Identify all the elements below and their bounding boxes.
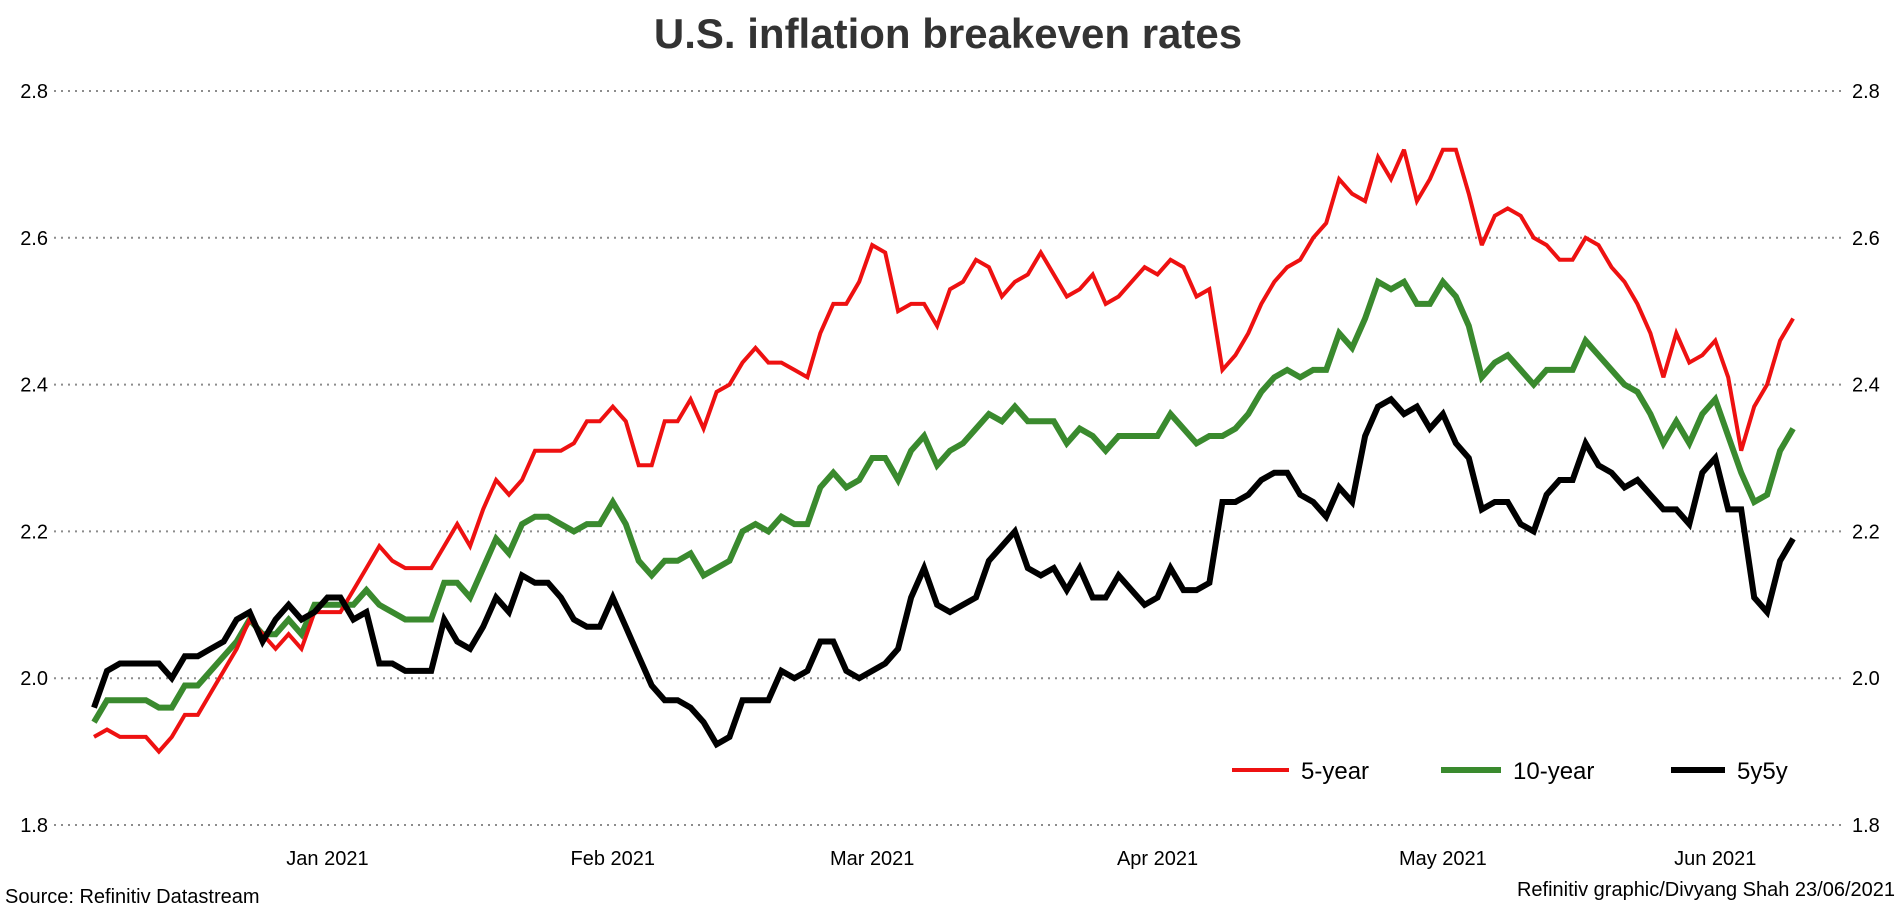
credit-note: Refinitiv graphic/Divyang Shah 23/06/202… [1517, 879, 1895, 901]
y-tick-label-right: 2.8 [1852, 81, 1880, 103]
legend-item-5-year: 5-year [1232, 758, 1369, 785]
legend: 5-year 10-year 5y5y [1232, 758, 1788, 785]
y-tick-label: 2.0 [20, 668, 48, 690]
series-line-10-year [91, 276, 1796, 724]
y-tick-label-right: 1.8 [1852, 815, 1880, 837]
x-tick-label: May 2021 [1399, 848, 1487, 870]
x-tick-label: Feb 2021 [571, 848, 656, 870]
x-tick-label: Jan 2021 [286, 848, 368, 870]
y-tick-label: 2.4 [20, 375, 48, 397]
legend-label: 10-year [1513, 758, 1594, 785]
y-tick-label-right: 2.0 [1852, 668, 1880, 690]
legend-item-10-year: 10-year [1441, 758, 1594, 785]
series-5-year [93, 147, 1795, 755]
y-tick-label: 2.2 [20, 521, 48, 543]
y-tick-label-right: 2.2 [1852, 521, 1880, 543]
chart-title: U.S. inflation breakeven rates [654, 10, 1242, 57]
source-note: Source: Refinitiv Datastream [5, 886, 260, 907]
legend-item-5y5y: 5y5y [1671, 758, 1788, 785]
y-tick-label-right: 2.4 [1852, 375, 1880, 397]
legend-label: 5-year [1301, 758, 1369, 785]
series-line-5y5y [91, 395, 1796, 749]
y-tick-label: 2.8 [20, 81, 48, 103]
series-lines [91, 147, 1796, 755]
y-tick-label: 1.8 [20, 815, 48, 837]
x-tick-label: Jun 2021 [1674, 848, 1756, 870]
x-axis: Jan 2021 Feb 2021 Mar 2021 Apr 2021 May 2021… [286, 848, 1756, 870]
gridlines [54, 90, 1846, 826]
series-line-5-year [93, 147, 1795, 755]
x-tick-label: Apr 2021 [1117, 848, 1198, 870]
y-tick-label-right: 2.6 [1852, 228, 1880, 250]
x-tick-label: Mar 2021 [830, 848, 915, 870]
y-axis-right: 1.8 2.0 2.2 2.4 2.6 2.8 [1852, 81, 1880, 837]
y-tick-label: 2.6 [20, 228, 48, 250]
series-10-year [91, 276, 1796, 724]
series-5y5y [91, 395, 1796, 749]
y-axis-left: 1.8 2.0 2.2 2.4 2.6 2.8 [20, 81, 48, 837]
legend-label: 5y5y [1737, 758, 1788, 785]
